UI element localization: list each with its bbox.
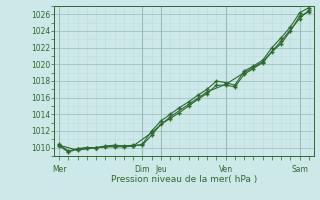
X-axis label: Pression niveau de la mer( hPa ): Pression niveau de la mer( hPa ) (111, 175, 257, 184)
